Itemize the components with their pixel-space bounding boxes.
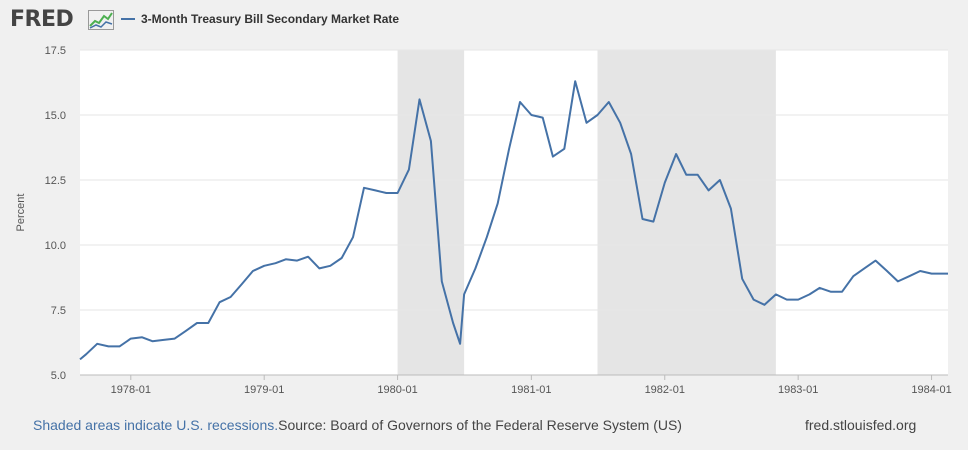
x-tick-label: 1983-01 <box>778 384 818 396</box>
x-tick-label: 1980-01 <box>377 384 417 396</box>
x-tick-label: 1979-01 <box>244 384 284 396</box>
y-tick-label: 7.5 <box>51 305 66 317</box>
x-tick-label: 1978-01 <box>111 384 151 396</box>
recession-band <box>597 50 776 375</box>
y-tick-label: 17.5 <box>45 45 66 57</box>
y-tick-label: 12.5 <box>45 175 66 187</box>
site-link[interactable]: fred.stlouisfed.org <box>805 417 917 433</box>
x-tick-label: 1981-01 <box>511 384 551 396</box>
series-line <box>79 80 948 361</box>
legend-series-label: 3-Month Treasury Bill Secondary Market R… <box>141 12 400 26</box>
x-tick-label: 1984-01 <box>911 384 951 396</box>
y-axis-label: Percent <box>15 194 27 232</box>
chart-legend[interactable]: 3-Month Treasury Bill Secondary Market R… <box>121 12 399 26</box>
legend-swatch <box>121 18 135 20</box>
chart-trend-icon <box>88 10 114 30</box>
y-tick-label: 10.0 <box>45 240 66 252</box>
chart-header: FRED 3-Month Treasury Bill Secondary Mar… <box>0 0 968 40</box>
y-tick-label: 15.0 <box>45 110 66 122</box>
source-text: Source: Board of Governors of the Federa… <box>278 417 682 433</box>
x-tick-label: 1982-01 <box>645 384 685 396</box>
line-chart: 5.0 7.5 10.0 12.5 15.0 17.5 1978-01 1979-01 1980… <box>15 45 952 396</box>
fred-logo[interactable]: FRED <box>10 7 74 32</box>
plot-area <box>80 50 948 375</box>
recession-note-link[interactable]: Shaded areas indicate U.S. recessions. <box>33 417 279 433</box>
footer-source: Shaded areas indicate U.S. recessions.So… <box>33 417 682 433</box>
y-tick-label: 5.0 <box>51 370 66 382</box>
